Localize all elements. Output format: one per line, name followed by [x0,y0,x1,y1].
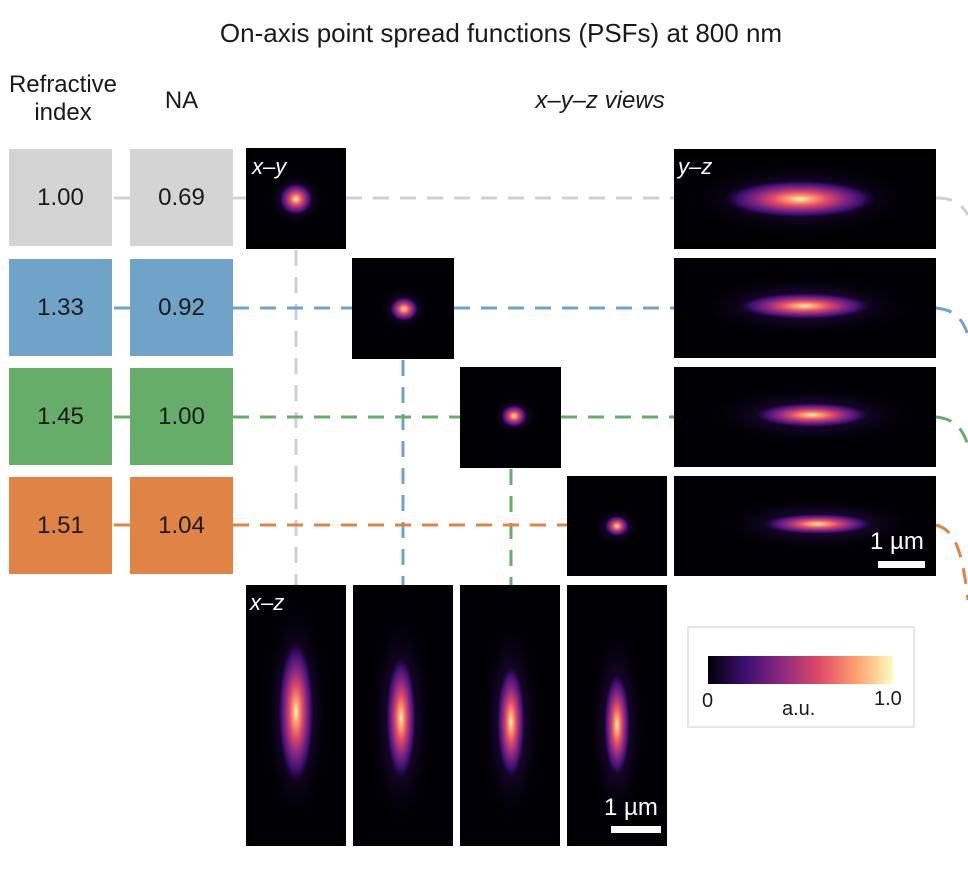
xz-panel-4 [567,585,667,846]
xz-label: x–z [250,590,285,615]
na-cell-2: 0.92 [130,259,233,356]
colorbar-max-label: 1.0 [874,688,902,710]
colorbar-gradient [708,656,893,684]
figure-title: On-axis point spread functions (PSFs) at… [219,18,783,48]
xz-panel-2 [353,585,453,846]
xy-panel-1 [246,148,346,249]
header-refractive-index-line2: index [34,99,92,126]
yz-panel-1 [674,149,936,249]
yz-scale-bar [878,561,925,568]
colorbar-min-label: 0 [702,690,714,712]
row-4-connectors [114,523,968,601]
xy-label: x–y [252,154,287,179]
yz-scale-label: 1 µm [870,528,924,555]
xz-panel-1 [246,585,346,846]
header-views: x–y–z views [535,87,665,114]
row-3-connectors [114,415,968,585]
yz-panel-2 [674,258,936,358]
ri-cell-4: 1.51 [9,477,112,574]
row-4-curve [935,523,968,601]
colorbar-unit-label: a.u. [782,698,816,720]
ri-cell-2: 1.33 [9,259,112,356]
colorbar [687,626,915,728]
xz-panel-3 [460,585,560,846]
na-cell-3: 1.00 [130,368,233,465]
na-cell-4: 1.04 [130,477,233,574]
xy-panel-3 [460,367,561,468]
yz-panel-3 [674,367,936,467]
xz-panels [246,585,667,846]
row-1-curve [935,196,968,216]
xz-scale-label: 1 µm [604,794,658,821]
yz-panel-4 [674,476,936,576]
row-3-curve [935,415,968,446]
na-cell-1: 0.69 [130,149,233,246]
header-refractive-index-line1: Refractive [8,71,118,98]
xz-scale-bar [611,826,661,833]
xy-panel-2 [352,258,454,359]
header-na: NA [164,87,199,114]
xy-panel-4 [567,476,667,576]
yz-label: y–z [678,154,713,179]
row-2-curve [935,306,968,336]
header-refractive-index: Refractive index [0,71,126,127]
ri-cell-1: 1.00 [9,149,112,246]
yz-panels [674,149,936,576]
xy-panels [246,148,667,576]
connectors [114,196,968,601]
row-2-connectors [114,306,968,585]
ri-cell-3: 1.45 [9,368,112,465]
